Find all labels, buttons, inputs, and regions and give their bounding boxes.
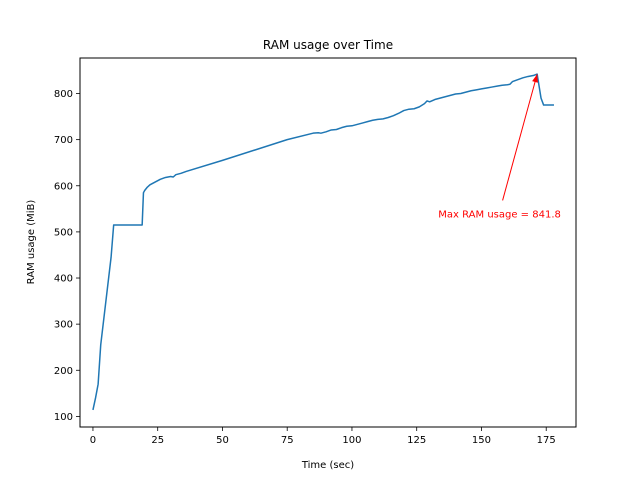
chart-title: RAM usage over Time bbox=[263, 38, 393, 52]
annotation-text: Max RAM usage = 841.8 bbox=[438, 209, 561, 220]
y-tick-label: 700 bbox=[54, 135, 73, 146]
y-axis-label: RAM usage (MiB) bbox=[26, 200, 37, 285]
plot-area bbox=[92, 73, 554, 411]
x-tick-label: 100 bbox=[342, 435, 361, 446]
x-tick-label: 125 bbox=[407, 435, 426, 446]
y-axis: 100 200 300 400 500 600 700 800 bbox=[54, 89, 80, 423]
y-tick-label: 200 bbox=[54, 366, 73, 377]
max-annotation: Max RAM usage = 841.8 bbox=[438, 74, 561, 220]
y-tick-label: 300 bbox=[54, 320, 73, 331]
x-tick-label: 75 bbox=[281, 435, 294, 446]
x-tick-label: 150 bbox=[472, 435, 491, 446]
y-tick-label: 400 bbox=[54, 274, 73, 285]
y-tick-label: 100 bbox=[54, 412, 73, 423]
x-tick-label: 0 bbox=[90, 435, 96, 446]
x-tick-label: 25 bbox=[151, 435, 164, 446]
x-axis: 0 25 50 75 100 125 150 175 bbox=[90, 427, 556, 446]
x-axis-label: Time (sec) bbox=[301, 460, 354, 471]
y-tick-label: 800 bbox=[54, 89, 73, 100]
annotation-arrow-head bbox=[532, 74, 538, 83]
series-line-0 bbox=[92, 73, 554, 411]
x-tick-label: 50 bbox=[216, 435, 229, 446]
x-tick-label: 175 bbox=[537, 435, 556, 446]
y-tick-label: 500 bbox=[54, 227, 73, 238]
y-tick-label: 600 bbox=[54, 181, 73, 192]
annotation-arrow-line bbox=[502, 74, 538, 201]
plot-frame bbox=[79, 57, 577, 428]
